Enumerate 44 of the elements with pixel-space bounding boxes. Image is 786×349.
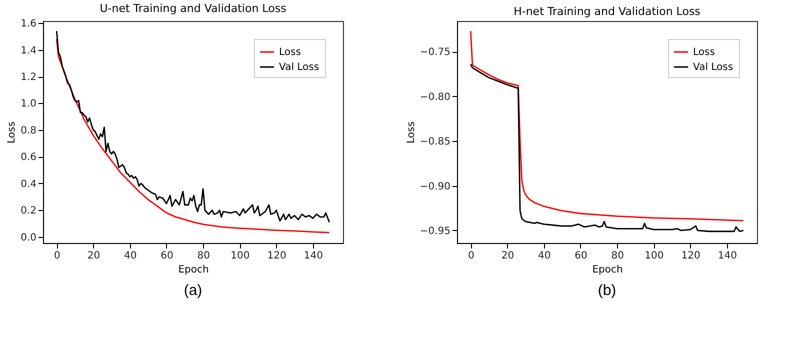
line-series xyxy=(470,63,744,232)
legend-label: Val Loss xyxy=(279,62,320,73)
x-tick-label: 60 xyxy=(574,250,588,262)
text: (a) xyxy=(184,282,202,299)
x-tick-label: 120 xyxy=(267,250,286,262)
y-axis-title: Loss xyxy=(406,122,417,144)
x-tick-label: 60 xyxy=(160,250,174,262)
y-tick-label: 0.0 xyxy=(20,232,36,244)
chart-title: H-net Training and Validation Loss xyxy=(514,5,701,18)
y-tick-label: −0.90 xyxy=(420,181,450,192)
y-tick-label: 0.8 xyxy=(20,125,36,136)
y-tick-label: −0.75 xyxy=(420,47,450,58)
y-tick-label: 1.4 xyxy=(20,45,36,56)
y-tick-label: 0.2 xyxy=(20,206,36,217)
x-tick-label: 40 xyxy=(124,250,137,262)
x-tick-label: 120 xyxy=(681,250,700,262)
x-tick-label: 100 xyxy=(644,250,664,262)
y-tick-label: −0.85 xyxy=(420,136,450,148)
x-tick-label: 100 xyxy=(230,250,250,262)
x-tick-label: 20 xyxy=(501,250,514,262)
y-tick-label: −0.95 xyxy=(420,226,450,237)
y-tick-label: 0.4 xyxy=(20,178,36,190)
text: (b) xyxy=(598,282,616,299)
y-tick-label: 1.2 xyxy=(20,72,36,83)
x-tick-label: 80 xyxy=(611,250,624,262)
y-tick-label: 1.6 xyxy=(20,18,36,30)
x-tick-label: 140 xyxy=(718,250,737,262)
x-tick-label: 20 xyxy=(87,250,100,262)
legend-label: Loss xyxy=(279,47,301,58)
legend-label: Loss xyxy=(693,47,715,58)
x-axis-title: Epoch xyxy=(178,264,209,276)
x-tick-label: 140 xyxy=(304,250,323,262)
x-tick-label: 80 xyxy=(197,250,210,262)
x-tick-label: 0 xyxy=(468,250,474,262)
y-tick-label: 1.0 xyxy=(20,98,36,110)
x-axis-title: Epoch xyxy=(592,264,623,276)
y-axis-title: Loss xyxy=(6,122,18,144)
legend-label: Val Loss xyxy=(693,62,734,73)
x-tick-label: 0 xyxy=(54,250,60,262)
chart-title: U-net Training and Validation Loss xyxy=(100,2,287,16)
y-tick-label: −0.80 xyxy=(420,92,450,103)
line-series xyxy=(470,30,744,222)
x-tick-label: 40 xyxy=(538,250,551,262)
y-tick-label: 0.6 xyxy=(20,152,36,164)
